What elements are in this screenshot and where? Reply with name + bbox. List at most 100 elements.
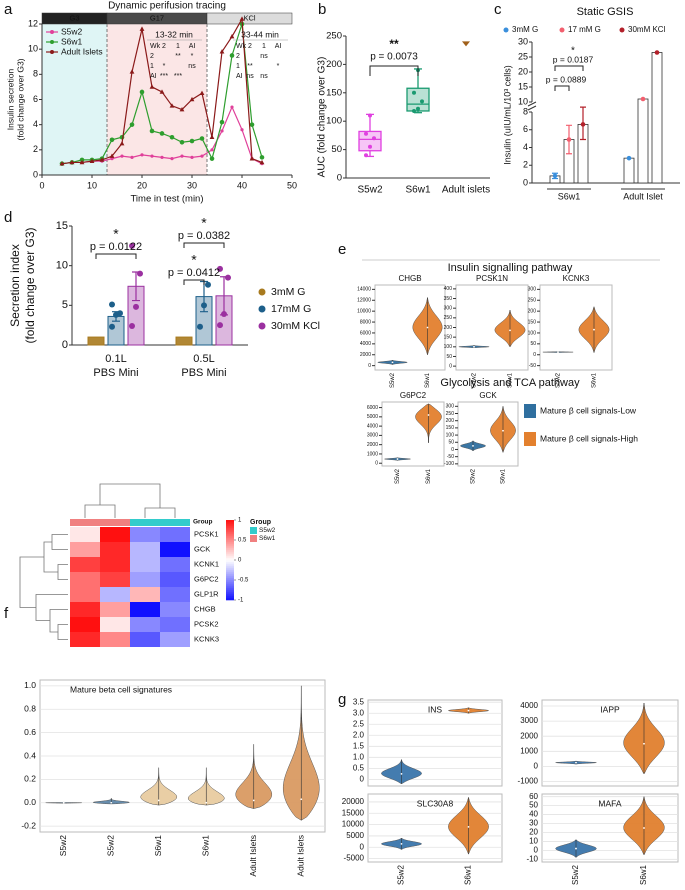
point [179,139,185,145]
x-tick-label: 30 [187,180,197,190]
x-tick-label: S6w1 [464,864,473,885]
x-tick-label: S6w1 [558,191,581,201]
y-tick-label: -0.2 [21,820,36,830]
x-tick-label: Adult Islets [296,835,306,877]
colorbar-label: 1 [238,518,242,524]
heatmap-cell [160,617,190,632]
y-tick-label: 0 [375,461,378,467]
significance-stars: * [191,252,197,268]
table-cell: *** [160,73,168,80]
error-bar [566,124,572,155]
colorbar-step [226,578,234,581]
p-value: p = 0.0187 [553,54,594,64]
heatmap-cell [130,527,160,542]
colorbar-step [226,530,234,533]
violin-median [575,761,577,764]
x-tick-label: Adult islets [442,185,490,196]
point [109,153,115,158]
y-tick-label: 200 [446,418,455,424]
x-tick-label: S6w1 [425,372,431,388]
table-cell: * [191,53,194,60]
legend-marker [50,40,54,44]
x-tick-label: S6w1 [592,372,598,388]
y-tick-label: 2000 [367,442,378,448]
table-cell: 1 [236,63,240,70]
table-cell: ns [246,73,254,80]
legend-label: S5w2 [259,527,276,534]
colorbar-label: -1 [238,598,244,604]
y-tick-label: 6000 [360,330,371,336]
y-tick-label: 6 [523,124,528,134]
bar [175,336,193,346]
legend-label: 30mM KCl [271,320,320,332]
y-tick-label: 0.8 [24,703,36,713]
x-tick-label: 0 [39,180,44,190]
colorbar-step [226,544,234,547]
point [412,108,416,113]
y-tick-label: 250 [444,315,453,321]
point [221,311,227,318]
y-tick-label: 100 [446,432,455,438]
phase-band [42,24,107,175]
y-tick-label: 50 [331,144,342,155]
point [416,106,420,111]
point [259,159,265,165]
heatmap-cell [70,527,100,542]
colorbar-step [226,540,234,543]
colorbar-step [226,572,234,575]
legend-swatch [524,432,536,446]
heatmap-cell [160,632,190,647]
x-tick-label: S5w2 [395,468,401,484]
violin-median [391,361,394,364]
legend-label: S5w2 [61,26,83,36]
point [249,122,255,127]
panel-letter: g [338,691,346,708]
row-label: PCSK1 [194,529,219,538]
heatmap-cell [160,587,190,602]
y-tick-label: 1.0 [353,752,365,761]
y-tick-label: 150 [444,334,453,340]
dendrogram [19,483,176,640]
point [69,159,75,165]
y-tick-label: 0 [534,761,539,770]
y-tick-label: 30 [518,36,528,46]
point [137,270,143,277]
y-tick-label: 300 [444,306,453,312]
violin-median [300,798,303,801]
legend-label: 17 mM G [568,25,601,34]
y-tick-label: 10 [529,837,538,846]
phase-label: G17 [150,13,164,22]
point [109,323,115,330]
y-tick-label: -1000 [518,777,539,786]
table-cell: 2 [236,53,240,60]
y-tick-label: 50 [448,440,454,446]
colorbar-step [226,584,234,587]
heatmap-cell [130,557,160,572]
table-cell: 1 [150,63,154,70]
row-label: KCNK1 [194,559,219,568]
legend-marker [50,30,54,34]
y-tick-label: 25 [518,51,528,61]
bar-marker [654,50,660,55]
legend-label: 3mM G [271,286,305,298]
panel-letter: c [494,1,502,18]
table-cell: ns [260,73,268,80]
point [372,136,376,141]
point [220,129,224,133]
group-annotation [130,519,160,526]
colorbar-step [226,580,234,583]
row-dendrogram [19,534,68,640]
y-tick-label: 0 [451,447,454,453]
y-tick-label: 10 [28,44,38,54]
section-title: Glycolysis and TCA pathway [440,377,580,389]
point [179,106,185,112]
violin-median [643,827,645,829]
colorbar-step [226,532,234,535]
x-tick-label: S6w1 [201,835,211,857]
bar [651,52,663,184]
p-value: p = 0.0412 [168,267,220,279]
significance-stars: ** [389,37,399,51]
heatmap-cell [100,527,130,542]
table-cell: 2 [150,53,154,60]
